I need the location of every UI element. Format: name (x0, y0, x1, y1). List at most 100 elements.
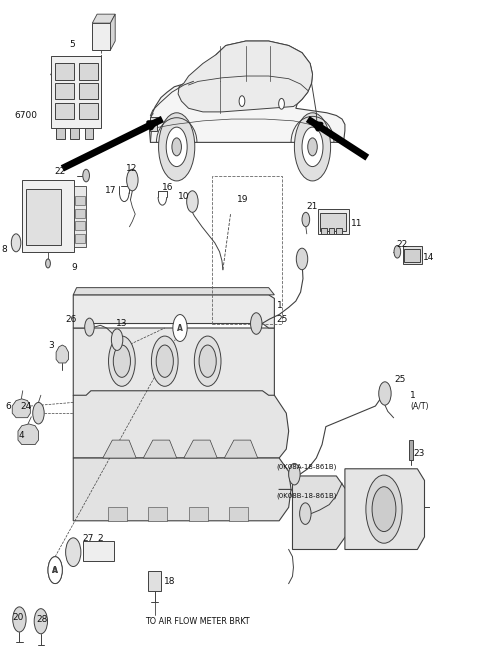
Bar (92, 23, 110, 50)
Circle shape (288, 463, 300, 485)
Polygon shape (229, 507, 248, 521)
Bar (409, 440, 413, 460)
Polygon shape (18, 424, 38, 445)
Text: 6: 6 (6, 401, 12, 411)
Circle shape (372, 487, 396, 531)
Bar (336, 228, 342, 234)
Text: 28: 28 (36, 615, 48, 624)
Text: 3: 3 (48, 340, 54, 350)
Bar (75, 221, 84, 230)
Text: 8: 8 (2, 245, 8, 254)
Circle shape (156, 345, 173, 377)
Polygon shape (92, 14, 115, 23)
Circle shape (294, 113, 331, 181)
Bar (403, 247, 422, 264)
Polygon shape (292, 476, 346, 550)
Text: A: A (52, 565, 58, 575)
Bar (79, 64, 98, 79)
Bar (75, 196, 84, 205)
Circle shape (108, 336, 135, 386)
Polygon shape (224, 440, 258, 458)
Text: A: A (177, 323, 183, 333)
Circle shape (394, 245, 401, 258)
Text: 16: 16 (162, 183, 174, 192)
Circle shape (199, 345, 216, 377)
Bar (51, 56, 101, 128)
Text: 12: 12 (126, 164, 137, 173)
Polygon shape (73, 328, 275, 402)
Text: 18: 18 (164, 577, 175, 586)
Bar (321, 228, 327, 234)
Circle shape (84, 318, 94, 336)
Bar (148, 571, 161, 591)
Polygon shape (184, 440, 217, 458)
Bar (55, 103, 74, 119)
Polygon shape (108, 507, 127, 521)
Bar (56, 128, 65, 139)
Polygon shape (73, 458, 291, 521)
Bar (79, 83, 98, 99)
Polygon shape (73, 391, 288, 458)
Circle shape (34, 609, 48, 634)
Polygon shape (345, 469, 424, 550)
Circle shape (158, 113, 195, 181)
Circle shape (66, 538, 81, 567)
Text: 25: 25 (277, 314, 288, 323)
Bar (75, 209, 84, 218)
Text: A: A (52, 565, 58, 575)
Bar (329, 228, 335, 234)
Circle shape (308, 138, 317, 156)
Text: 1: 1 (410, 391, 416, 400)
Circle shape (111, 329, 123, 350)
Text: (A/T): (A/T) (410, 401, 429, 411)
Circle shape (13, 607, 26, 632)
Bar (213, 176, 282, 323)
Circle shape (46, 259, 50, 268)
Bar (25, 189, 61, 245)
Polygon shape (149, 41, 345, 142)
Bar (75, 234, 84, 243)
Polygon shape (110, 14, 115, 50)
Circle shape (194, 336, 221, 386)
Circle shape (366, 475, 402, 543)
Text: (0K08B-18-861B): (0K08B-18-861B) (277, 493, 337, 499)
Text: TO AIR FLOW METER BRKT: TO AIR FLOW METER BRKT (145, 617, 250, 626)
Text: 2: 2 (97, 534, 103, 543)
Bar (55, 83, 74, 99)
Polygon shape (12, 399, 30, 418)
Text: 6700: 6700 (14, 111, 37, 120)
Text: 9: 9 (72, 262, 78, 272)
Circle shape (33, 402, 44, 424)
Text: 27: 27 (83, 534, 94, 543)
Bar (318, 209, 349, 234)
Circle shape (187, 191, 198, 213)
Circle shape (279, 98, 284, 109)
Circle shape (379, 382, 391, 405)
Circle shape (166, 127, 187, 167)
Bar (84, 128, 93, 139)
Text: 26: 26 (65, 314, 77, 323)
Bar (55, 64, 74, 79)
Polygon shape (148, 507, 167, 521)
Bar (71, 128, 79, 139)
Circle shape (113, 345, 131, 377)
Polygon shape (56, 345, 69, 363)
Bar (22, 180, 74, 252)
Bar (149, 117, 156, 131)
Circle shape (296, 248, 308, 270)
Text: 5: 5 (70, 40, 75, 49)
Circle shape (173, 314, 187, 342)
Text: 24: 24 (20, 401, 31, 411)
Bar (79, 103, 98, 119)
Text: 1: 1 (277, 301, 283, 310)
Text: 22: 22 (396, 240, 407, 249)
Text: 4: 4 (19, 431, 24, 440)
Bar (83, 541, 114, 561)
Text: 14: 14 (423, 253, 434, 262)
Text: 17: 17 (105, 186, 117, 195)
Circle shape (151, 336, 178, 386)
Circle shape (302, 213, 310, 227)
Bar (320, 213, 346, 231)
Text: 21: 21 (307, 203, 318, 211)
Circle shape (48, 557, 62, 584)
